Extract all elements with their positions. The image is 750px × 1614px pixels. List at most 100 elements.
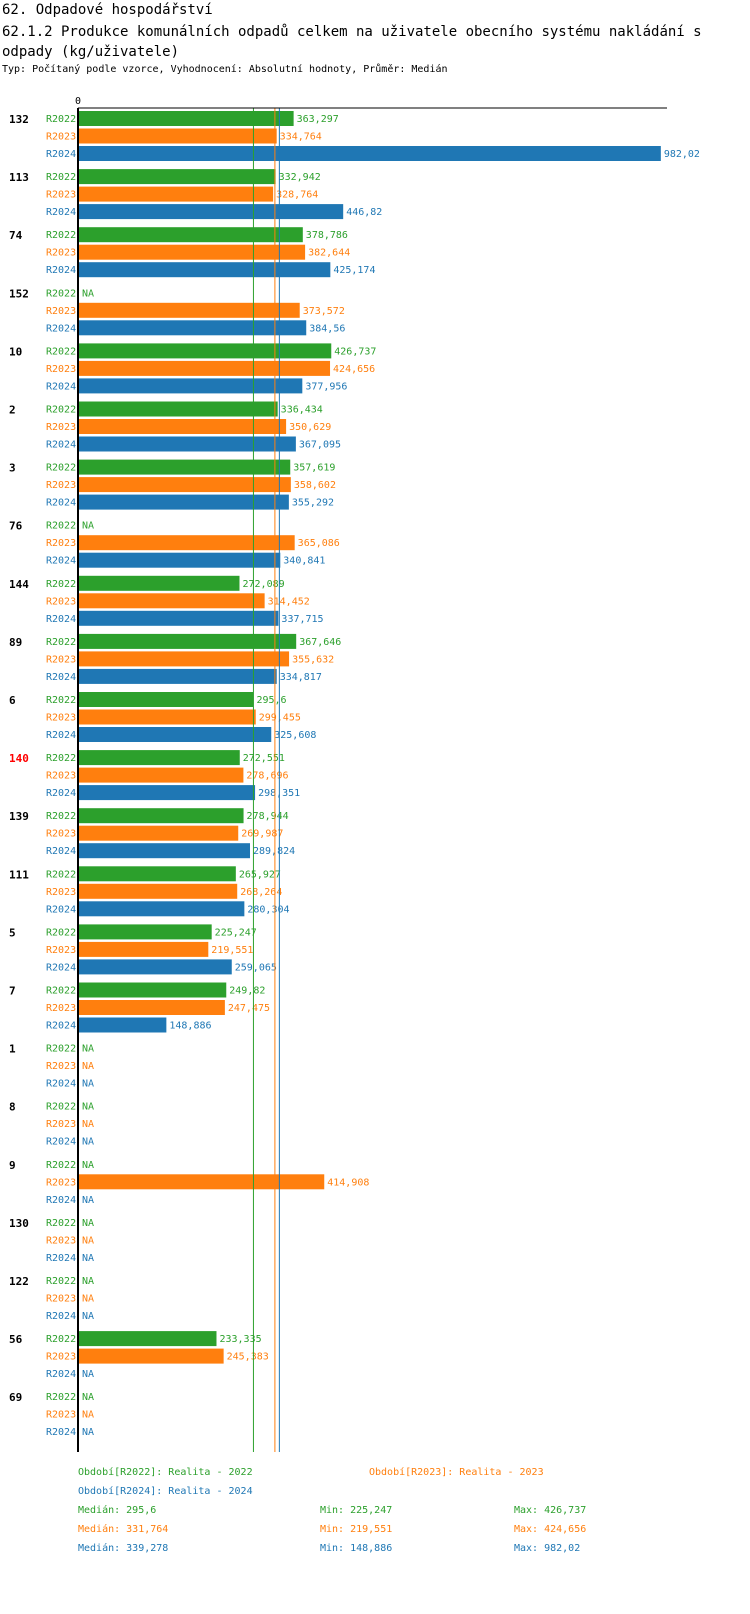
- data-label: 148,886: [169, 1021, 211, 1032]
- bar-r2023: [78, 1000, 225, 1015]
- data-label: 355,292: [292, 498, 334, 509]
- data-label: 219,551: [211, 945, 253, 956]
- series-tick-label: R2022: [46, 288, 76, 299]
- series-tick-label: R2023: [46, 1352, 76, 1363]
- group-label: 132: [9, 113, 29, 126]
- data-label: 334,817: [280, 672, 322, 683]
- bar-r2024: [78, 785, 256, 801]
- group-label: 7: [9, 985, 16, 998]
- data-label: 332,942: [279, 172, 321, 183]
- bar-r2022: [78, 750, 240, 766]
- data-label: 373,572: [303, 306, 345, 317]
- group-label: 56: [9, 1333, 23, 1346]
- series-tick-label: R2022: [46, 1218, 76, 1229]
- data-label: 336,434: [281, 405, 323, 416]
- data-label: 340,841: [283, 556, 325, 567]
- series-tick-label: R2023: [46, 654, 76, 665]
- series-tick-label: R2023: [46, 364, 76, 375]
- series-tick-label: R2022: [46, 986, 76, 997]
- group-label: 89: [9, 636, 22, 649]
- bar-r2022: [78, 692, 254, 707]
- series-tick-label: R2024: [46, 265, 76, 276]
- series-tick-label: R2022: [46, 579, 76, 590]
- data-label: 233,335: [219, 1334, 261, 1345]
- bar-r2024: [78, 494, 289, 510]
- series-tick-label: R2024: [46, 1427, 76, 1438]
- bar-r2024: [78, 204, 344, 220]
- bar-r2023: [78, 883, 238, 899]
- series-tick-label: R2022: [46, 753, 76, 764]
- series-tick-label: R2024: [46, 962, 76, 973]
- data-label: 334,764: [280, 132, 322, 143]
- series-tick-label: R2022: [46, 811, 76, 822]
- data-label: 365,086: [298, 538, 340, 549]
- chart-subtitle: Typ: Počítaný podle vzorce, Vyhodnocení:…: [2, 64, 448, 75]
- series-tick-label: R2024: [46, 614, 76, 625]
- data-label: 363,297: [297, 114, 339, 125]
- data-label: 328,764: [276, 190, 318, 201]
- bar-r2022: [78, 169, 276, 185]
- series-tick-label: R2024: [46, 904, 76, 915]
- na-label: NA: [82, 1410, 94, 1421]
- bar-r2024: [78, 959, 232, 975]
- series-tick-label: R2024: [46, 846, 76, 857]
- group-label: 139: [9, 810, 29, 823]
- data-label: 278,696: [246, 771, 288, 782]
- bar-r2022: [78, 401, 278, 417]
- bar-r2024: [78, 146, 661, 161]
- series-tick-label: R2022: [46, 927, 76, 938]
- data-label: 314,452: [268, 596, 310, 607]
- data-label: 245,383: [227, 1352, 269, 1363]
- bar-r2023: [78, 535, 295, 551]
- data-label: 982,02: [664, 149, 700, 160]
- bar-r2023: [78, 477, 291, 493]
- na-label: NA: [82, 1119, 94, 1130]
- na-label: NA: [82, 521, 94, 532]
- data-label: 384,56: [309, 323, 345, 334]
- bar-r2023: [78, 1174, 325, 1190]
- na-label: NA: [82, 1079, 94, 1090]
- group-label: 69: [9, 1391, 22, 1404]
- group-label: 74: [9, 229, 23, 242]
- data-label: 425,174: [333, 265, 375, 276]
- bar-r2024: [78, 727, 272, 742]
- bar-r2022: [78, 227, 303, 243]
- data-label: 278,944: [247, 811, 289, 822]
- series-tick-label: R2024: [46, 1369, 76, 1380]
- bar-r2022: [78, 343, 332, 359]
- bar-r2023: [78, 767, 244, 783]
- series-tick-label: R2023: [46, 480, 76, 491]
- na-label: NA: [82, 1427, 94, 1438]
- na-label: NA: [82, 1294, 94, 1305]
- page-title: 62. Odpadové hospodářství: [2, 2, 213, 18]
- na-label: NA: [82, 288, 94, 299]
- data-label: 367,646: [299, 637, 341, 648]
- series-tick-label: R2023: [46, 945, 76, 956]
- bar-r2024: [78, 668, 277, 684]
- group-label: 144: [9, 578, 29, 591]
- group-label: 2: [9, 404, 16, 417]
- na-label: NA: [82, 1392, 94, 1403]
- bar-r2023: [78, 941, 209, 957]
- data-label: 414,908: [327, 1177, 369, 1188]
- series-tick-label: R2023: [46, 771, 76, 782]
- series-tick-label: R2023: [46, 1410, 76, 1421]
- bar-r2023: [78, 419, 287, 434]
- na-label: NA: [82, 1235, 94, 1246]
- bar-r2024: [78, 436, 296, 452]
- series-tick-label: R2024: [46, 207, 76, 218]
- na-label: NA: [82, 1253, 94, 1264]
- na-label: NA: [82, 1102, 94, 1113]
- series-tick-label: R2024: [46, 672, 76, 683]
- group-label: 130: [9, 1217, 29, 1230]
- data-label: 358,602: [294, 480, 336, 491]
- group-label: 6: [9, 694, 16, 707]
- chart-title: 62.1.2 Produkce komunálních odpadů celke…: [2, 24, 702, 60]
- data-label: 269,987: [241, 829, 283, 840]
- data-label: 357,619: [293, 463, 335, 474]
- bar-r2023: [78, 302, 300, 318]
- series-tick-label: R2022: [46, 1334, 76, 1345]
- series-tick-label: R2023: [46, 190, 76, 201]
- na-label: NA: [82, 1160, 94, 1171]
- series-tick-label: R2022: [46, 869, 76, 880]
